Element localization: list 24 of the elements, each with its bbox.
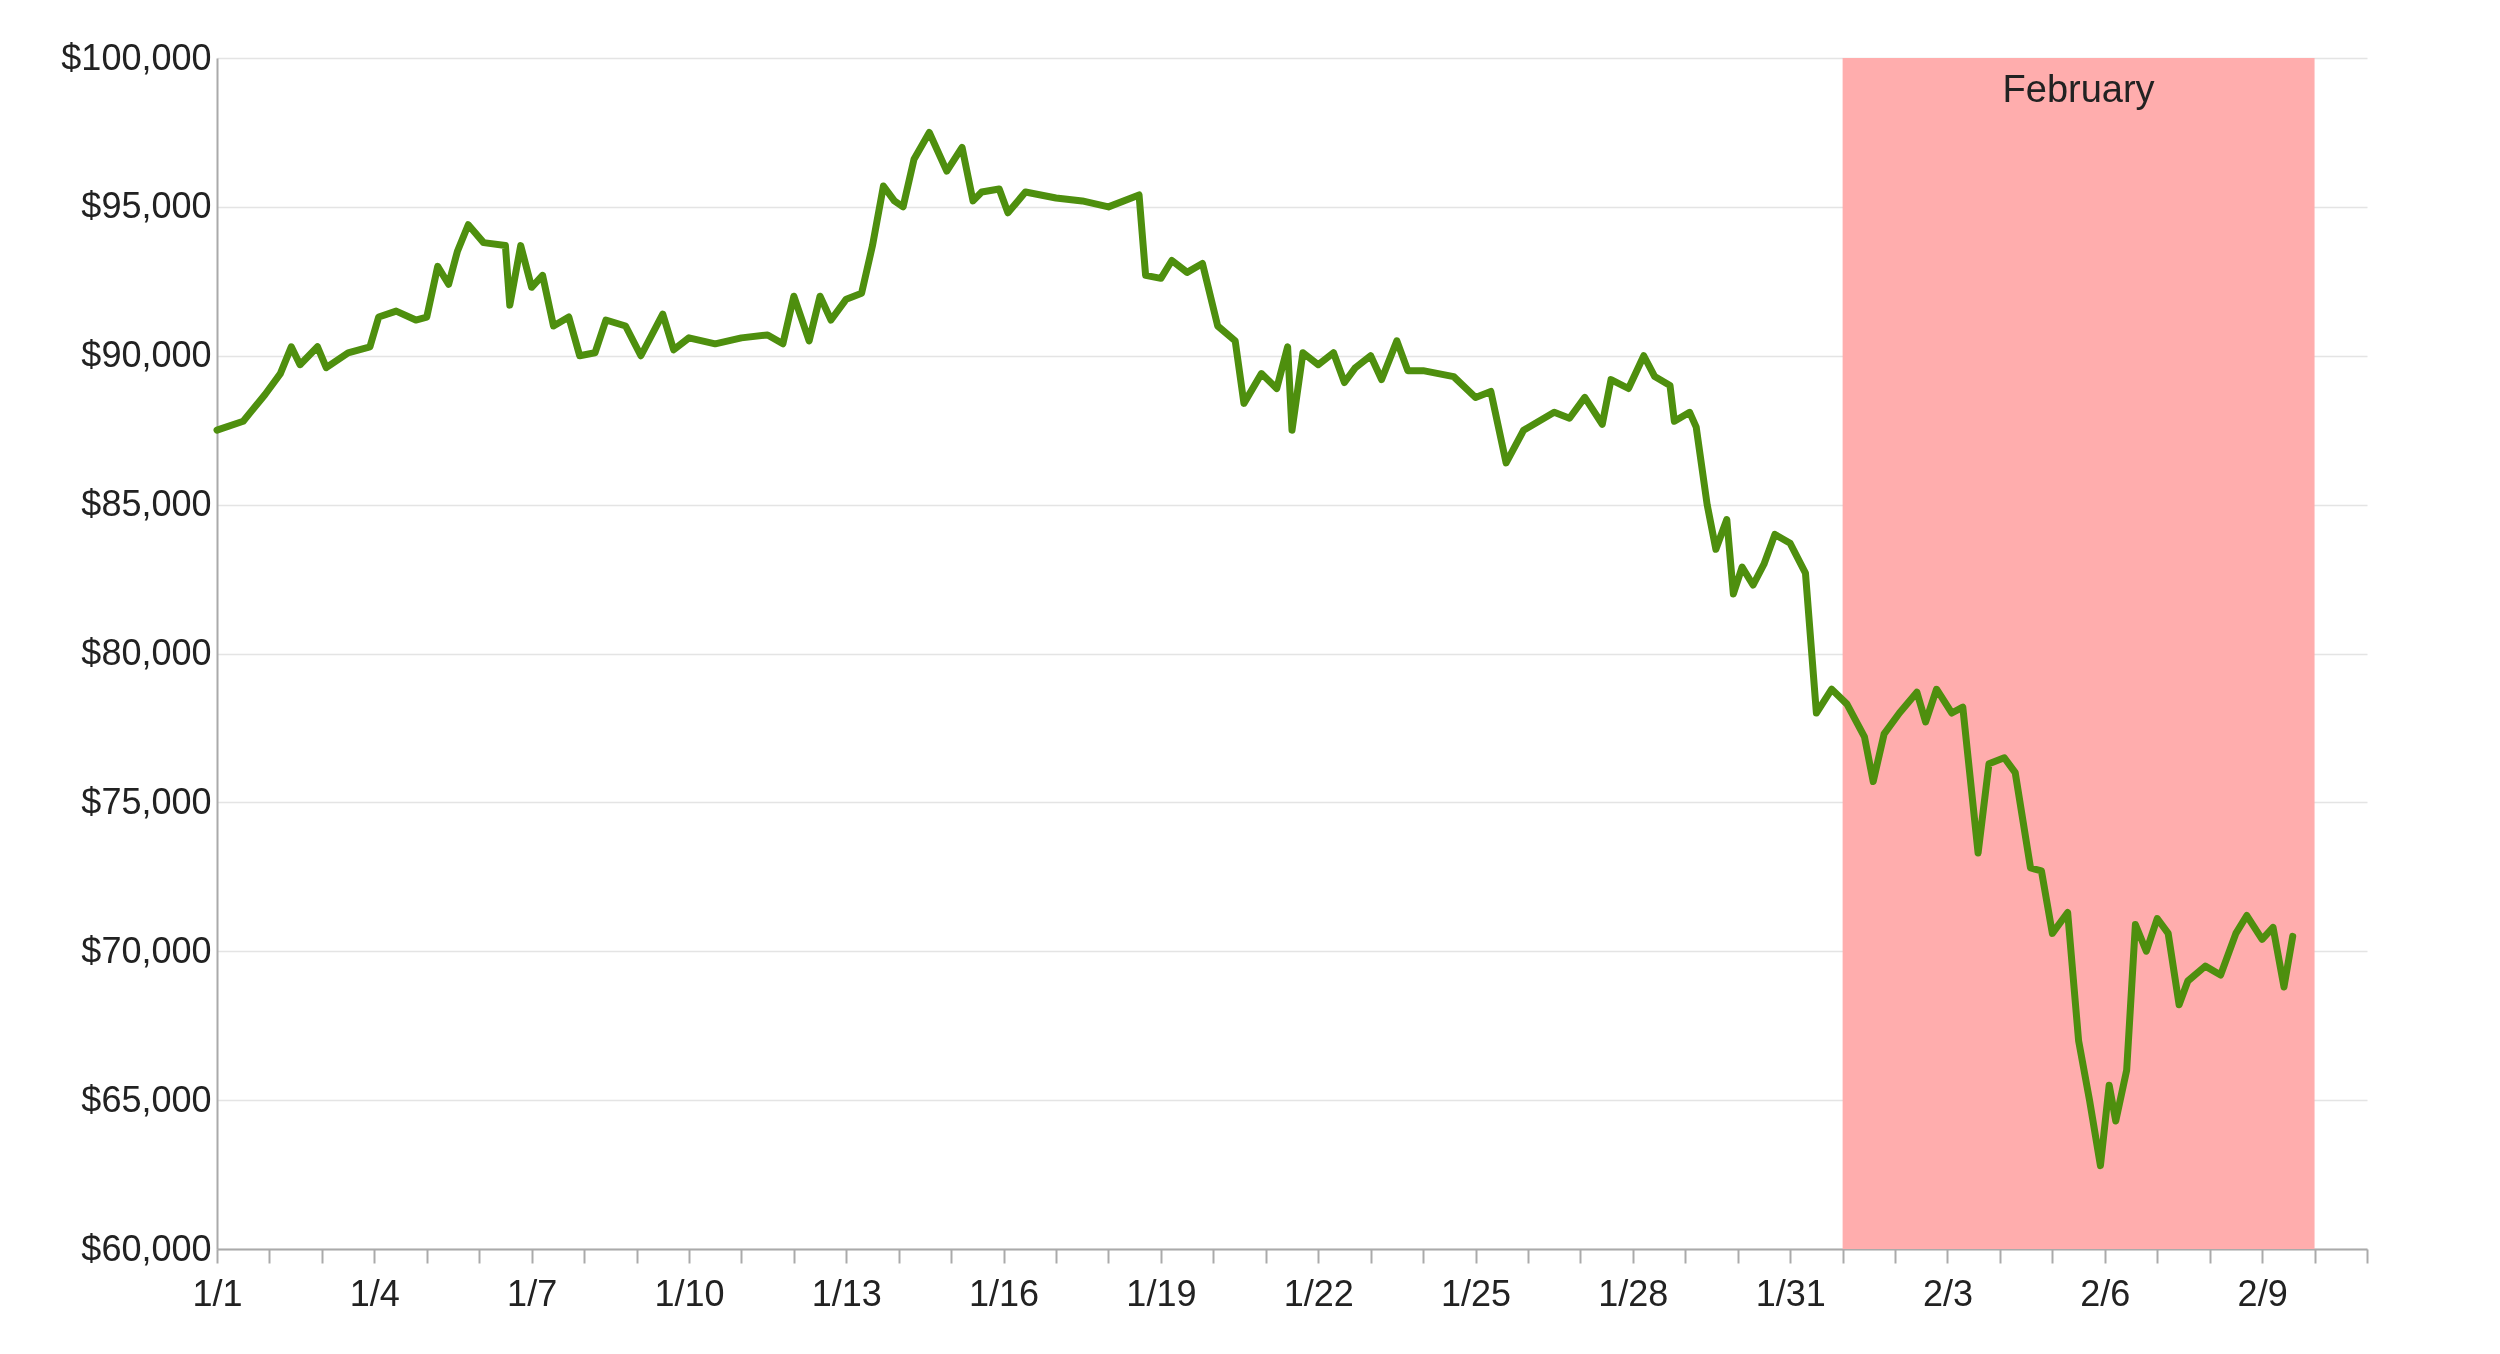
y-tick-label: $85,000 (81, 483, 212, 525)
y-tick-label: $75,000 (81, 780, 212, 822)
x-tick-label: 2/6 (2080, 1272, 2131, 1314)
x-tick-label: 1/16 (969, 1272, 1040, 1314)
x-tick-label: 1/10 (654, 1272, 725, 1314)
y-tick-label: $90,000 (81, 334, 212, 376)
y-tick-label: $80,000 (81, 632, 212, 673)
y-tick-label: $100,000 (61, 36, 212, 78)
x-tick-label: 2/3 (1922, 1272, 1974, 1314)
band-label: February (2002, 68, 2155, 110)
x-tick-label: 2/9 (2237, 1272, 2288, 1314)
x-tick-label: 1/25 (1441, 1272, 1512, 1314)
y-tick-label: $60,000 (81, 1227, 212, 1269)
x-tick-label: 1/4 (349, 1272, 400, 1314)
y-tick-label: $65,000 (81, 1078, 212, 1120)
x-tick-label: 1/22 (1283, 1272, 1354, 1314)
x-tick-label: 1/19 (1126, 1272, 1197, 1314)
x-tick-label: 1/13 (811, 1272, 882, 1314)
y-tick-label: $95,000 (81, 185, 212, 227)
x-tick-label: 1/1 (192, 1272, 243, 1314)
y-tick-label: $70,000 (81, 929, 212, 971)
x-tick-label: 1/31 (1755, 1272, 1826, 1314)
x-tick-label: 1/7 (507, 1272, 558, 1314)
x-tick-label: 1/28 (1598, 1272, 1669, 1314)
